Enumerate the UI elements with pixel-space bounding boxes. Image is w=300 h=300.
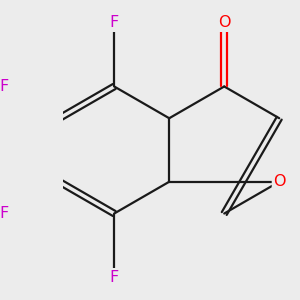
Text: F: F	[0, 79, 9, 94]
Text: F: F	[110, 269, 119, 284]
Text: F: F	[110, 16, 119, 31]
Text: O: O	[273, 174, 286, 189]
Text: F: F	[0, 206, 9, 221]
Text: O: O	[218, 16, 230, 31]
